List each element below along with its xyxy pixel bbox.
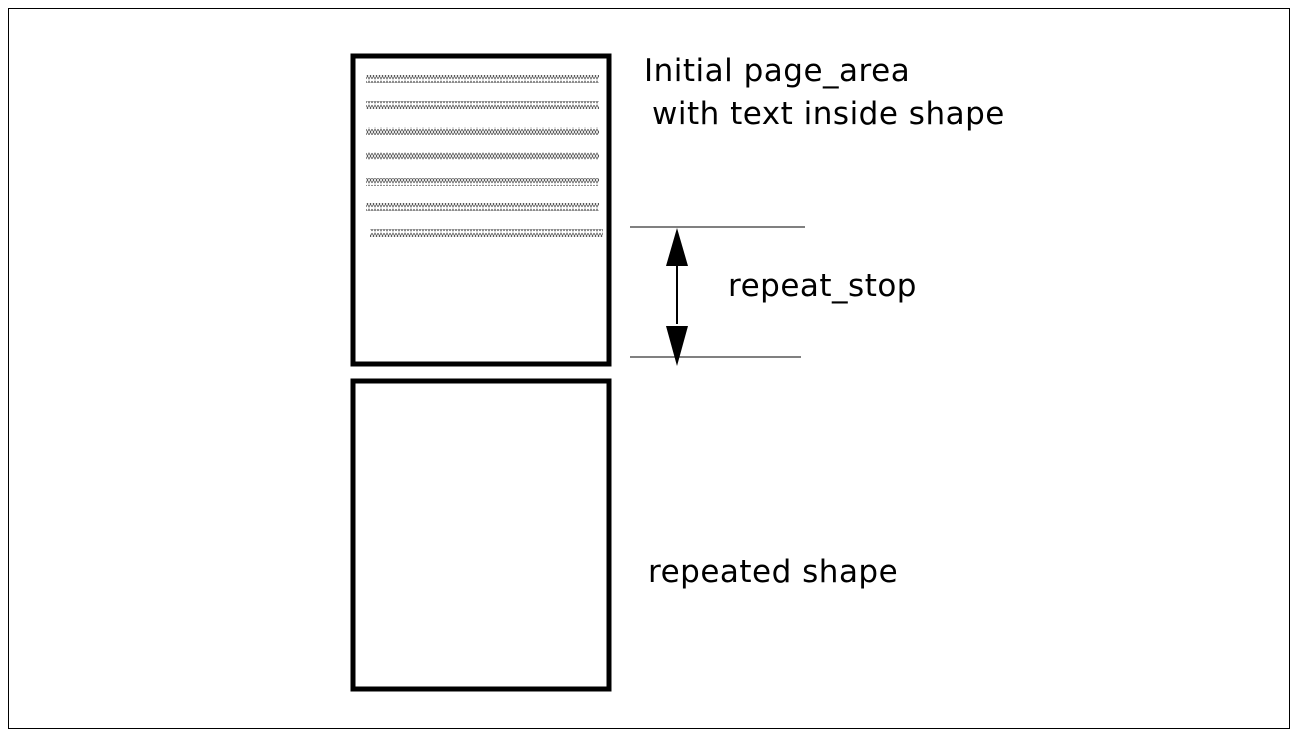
initial-page-area-shape — [350, 53, 612, 367]
text-line — [366, 178, 599, 186]
repeated-shape-label: repeated shape — [648, 554, 898, 590]
repeat-stop-label: repeat_stop — [728, 268, 917, 304]
text-line — [370, 229, 603, 237]
repeated-shape — [350, 378, 612, 692]
double-arrow-icon — [666, 228, 688, 366]
text-line — [366, 203, 599, 211]
text-line — [366, 75, 599, 83]
initial-label-line2: with text inside shape — [652, 96, 1005, 132]
text-lines — [366, 75, 603, 237]
diagram-frame — [8, 8, 1290, 729]
arrow-down-head — [666, 326, 688, 366]
text-line — [366, 127, 599, 135]
arrow-up-head — [666, 228, 688, 266]
initial-label-line1: Initial page_area — [644, 53, 910, 89]
text-line — [366, 101, 599, 109]
text-line — [366, 152, 599, 160]
